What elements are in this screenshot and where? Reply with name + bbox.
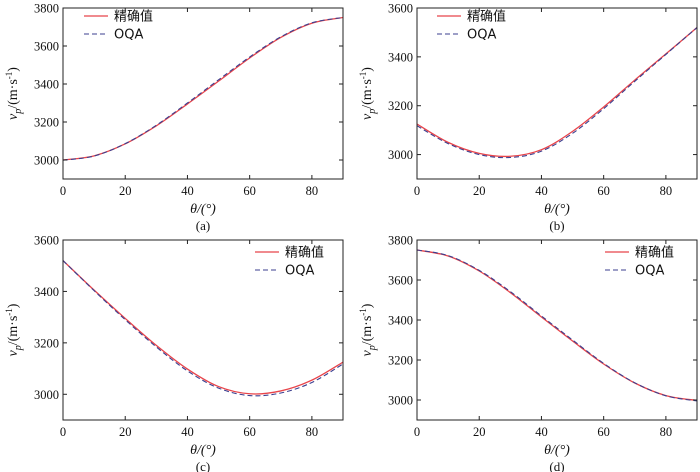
legend-label-exact: 精确值 xyxy=(114,9,153,25)
x-tick-label: 20 xyxy=(473,184,486,198)
y-tick-label: 3000 xyxy=(34,154,59,168)
x-axis-label: θ/(°) xyxy=(544,202,570,217)
series-line-oqa xyxy=(417,27,697,159)
legend-label-exact: 精确值 xyxy=(467,9,506,25)
chart-panel-b: 0 20 40 60 80 3000 3200 3400 3600 θ/(°) vp/(m·s-1)… xyxy=(358,2,698,233)
chart-panel-d: 0 20 40 60 80 3000 3200 3400 3600 3800 θ/(°) vp/(m·… xyxy=(358,234,698,472)
legend-label-oqa: OQA xyxy=(114,28,143,43)
legend-label-exact: 精确值 xyxy=(635,245,674,261)
y-axis-label-subscript: p xyxy=(13,345,24,351)
y-tick-label: 3600 xyxy=(34,40,59,54)
legend-label-oqa: OQA xyxy=(467,28,496,43)
x-tick-label: 0 xyxy=(414,184,420,198)
x-tick-label: 80 xyxy=(660,184,673,198)
chart-panel-a: 0 20 40 60 80 3000 3200 3400 3600 3800 θ/(°) vp/(m·… xyxy=(4,2,344,233)
x-axis-label: θ/(°) xyxy=(190,202,216,217)
y-tick-label: 3000 xyxy=(388,394,413,408)
plot-frame xyxy=(416,7,698,180)
y-axis-label: vp/(m·s-1) xyxy=(358,67,378,120)
y-tick-label: 3200 xyxy=(34,116,59,130)
x-tick-label: 20 xyxy=(119,425,132,439)
y-axis-label-subscript: p xyxy=(367,109,378,115)
y-axis-label-subscript: p xyxy=(367,345,378,351)
panel-caption: (c) xyxy=(196,459,210,472)
x-axis-label: θ/(°) xyxy=(190,443,216,458)
y-axis-label-unit: /(m·s xyxy=(360,79,375,109)
y-tick-label: 3800 xyxy=(34,2,59,16)
y-axis-label-close: ) xyxy=(6,67,21,72)
chart-panel-c: 0 20 40 60 80 3000 3200 3400 3600 θ/(°) vp/(m·s-1)… xyxy=(4,234,344,472)
x-tick-label: 40 xyxy=(181,184,194,198)
x-tick-label: 60 xyxy=(243,425,256,439)
legend-label-exact: 精确值 xyxy=(285,245,324,261)
x-tick-label: 0 xyxy=(60,425,66,439)
y-tick-label: 3200 xyxy=(388,99,413,113)
y-axis-label-close: ) xyxy=(360,303,375,308)
y-tick-label: 3400 xyxy=(34,285,59,299)
series-line-oqa xyxy=(63,260,343,397)
series-line-oqa xyxy=(417,249,697,402)
y-tick-label: 3000 xyxy=(388,148,413,162)
x-tick-label: 80 xyxy=(660,425,673,439)
y-axis-label-symbol: v xyxy=(360,113,375,120)
y-axis-label: vp/(m·s-1) xyxy=(4,67,24,120)
y-tick-label: 3400 xyxy=(388,314,413,328)
y-axis-label-symbol: v xyxy=(6,349,21,356)
y-axis-label-close: ) xyxy=(360,67,375,72)
y-tick-label: 3600 xyxy=(34,234,59,248)
y-tick-label: 3400 xyxy=(34,78,59,92)
y-axis-label-unit: /(m·s xyxy=(6,316,21,346)
y-axis-label-unit: /(m·s xyxy=(6,79,21,109)
y-axis-label: vp/(m·s-1) xyxy=(358,303,378,356)
x-tick-label: 40 xyxy=(181,425,194,439)
y-tick-label: 3000 xyxy=(34,388,59,402)
x-tick-label: 80 xyxy=(306,425,319,439)
legend-label-oqa: OQA xyxy=(285,264,314,279)
plot-frame xyxy=(416,239,698,421)
x-tick-label: 0 xyxy=(414,425,420,439)
series-line-oqa xyxy=(63,16,343,161)
x-tick-label: 40 xyxy=(535,425,548,439)
y-tick-label: 3600 xyxy=(388,274,413,288)
series-line-exact xyxy=(63,16,343,161)
y-axis-label-symbol: v xyxy=(6,113,21,120)
series-line-exact xyxy=(63,260,343,395)
y-axis-label-exponent: -1 xyxy=(358,308,368,316)
panel-caption: (d) xyxy=(549,459,564,472)
y-axis-label: vp/(m·s-1) xyxy=(4,303,24,356)
panel-caption: (a) xyxy=(196,218,210,233)
y-axis-label-symbol: v xyxy=(360,349,375,356)
x-tick-label: 60 xyxy=(243,184,256,198)
x-tick-label: 60 xyxy=(597,184,610,198)
y-tick-label: 3800 xyxy=(388,234,413,248)
plot-frame xyxy=(62,7,344,180)
y-tick-label: 3200 xyxy=(388,354,413,368)
y-axis-label-exponent: -1 xyxy=(4,308,14,316)
y-axis-label-subscript: p xyxy=(13,109,24,115)
y-axis-label-exponent: -1 xyxy=(358,72,368,80)
plot-frame xyxy=(62,239,344,421)
x-tick-label: 0 xyxy=(60,184,66,198)
x-axis-label: θ/(°) xyxy=(544,443,570,458)
series-line-exact xyxy=(417,27,697,158)
legend-label-oqa: OQA xyxy=(635,264,664,279)
x-tick-label: 20 xyxy=(119,184,132,198)
y-tick-label: 3600 xyxy=(388,2,413,16)
y-axis-label-close: ) xyxy=(6,303,21,308)
y-axis-label-exponent: -1 xyxy=(4,72,14,80)
y-axis-label-unit: /(m·s xyxy=(360,316,375,346)
x-tick-label: 80 xyxy=(306,184,319,198)
panel-caption: (b) xyxy=(549,218,564,233)
y-tick-label: 3200 xyxy=(34,336,59,350)
x-tick-label: 40 xyxy=(535,184,548,198)
x-tick-label: 60 xyxy=(597,425,610,439)
y-tick-label: 3400 xyxy=(388,50,413,64)
x-tick-label: 20 xyxy=(473,425,486,439)
